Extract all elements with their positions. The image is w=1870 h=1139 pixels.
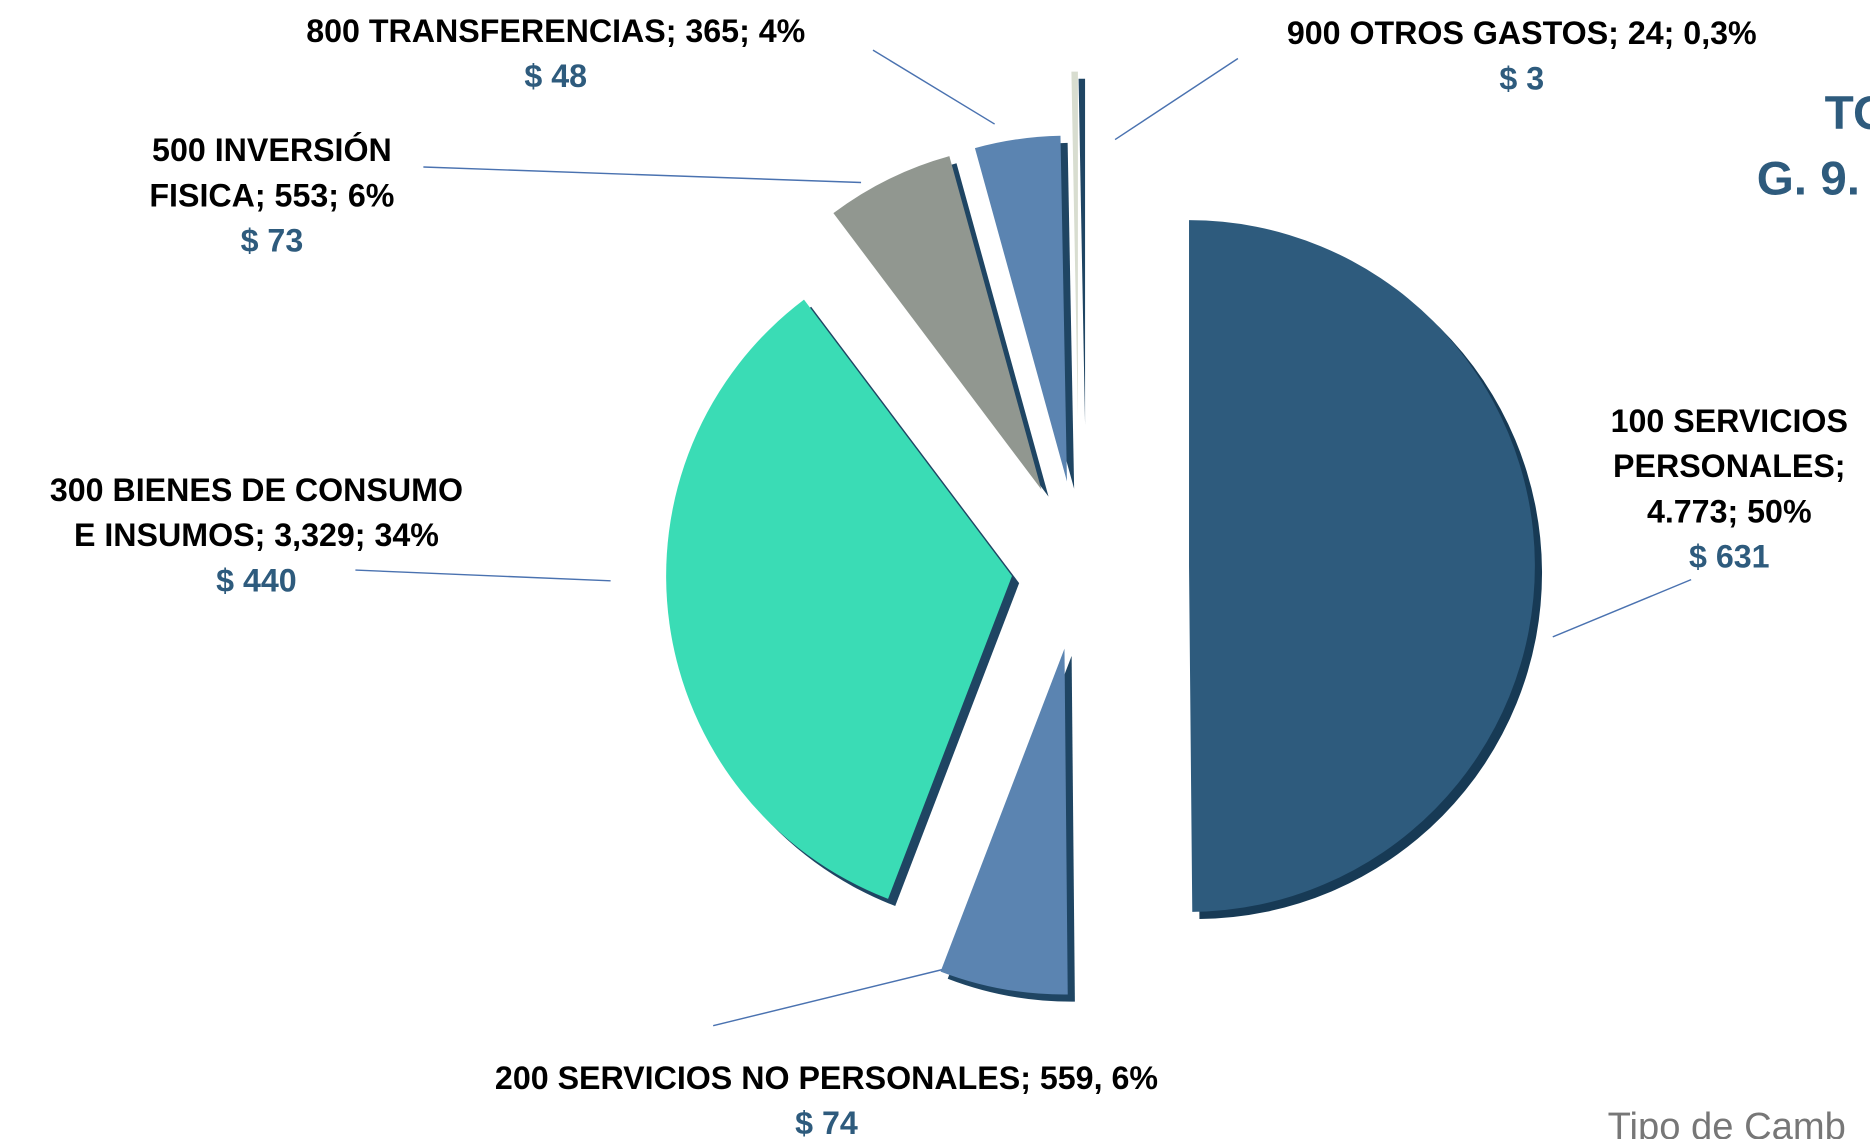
amount-label: $ 73 xyxy=(241,223,304,259)
slice-label: 900 OTROS GASTOS; 24; 0,3% xyxy=(1287,15,1757,51)
amount-label: $ 440 xyxy=(216,563,297,599)
annotation: G. 9. xyxy=(1757,152,1860,205)
slice-label: 200 SERVICIOS NO PERSONALES; 559, 6% xyxy=(495,1060,1158,1096)
slice-shadow xyxy=(1078,78,1086,425)
slice-label: 800 TRANSFERENCIAS; 365; 4% xyxy=(306,13,805,49)
leader-line xyxy=(1114,57,1239,141)
leader-line xyxy=(355,569,611,582)
leader-line xyxy=(713,968,943,1027)
annotation: Tipo de Camb xyxy=(1608,1105,1846,1139)
leader-line xyxy=(872,49,996,125)
slice xyxy=(940,648,1068,995)
slice-label: FISICA; 553; 6% xyxy=(149,177,394,213)
slice xyxy=(1189,220,1535,912)
slice xyxy=(1071,71,1078,418)
annotation: TO xyxy=(1825,87,1870,140)
slice-label: E INSUMOS; 3,329; 34% xyxy=(74,517,439,553)
slice xyxy=(974,135,1067,482)
slice-label: PERSONALES; xyxy=(1613,448,1846,484)
amount-label: $ 74 xyxy=(795,1105,858,1139)
leader-line xyxy=(423,166,862,184)
slice-label: 4.773; 50% xyxy=(1647,493,1812,529)
slice-label: 300 BIENES DE CONSUMO xyxy=(50,472,463,508)
leader-line xyxy=(1552,578,1692,638)
amount-label: $ 631 xyxy=(1689,539,1770,575)
amount-label: $ 48 xyxy=(524,58,587,94)
slice xyxy=(666,299,1012,899)
slice-label: 100 SERVICIOS xyxy=(1611,403,1848,439)
slice xyxy=(833,156,1042,490)
slice-label: 500 INVERSIÓN xyxy=(152,132,392,168)
amount-label: $ 3 xyxy=(1499,60,1544,96)
